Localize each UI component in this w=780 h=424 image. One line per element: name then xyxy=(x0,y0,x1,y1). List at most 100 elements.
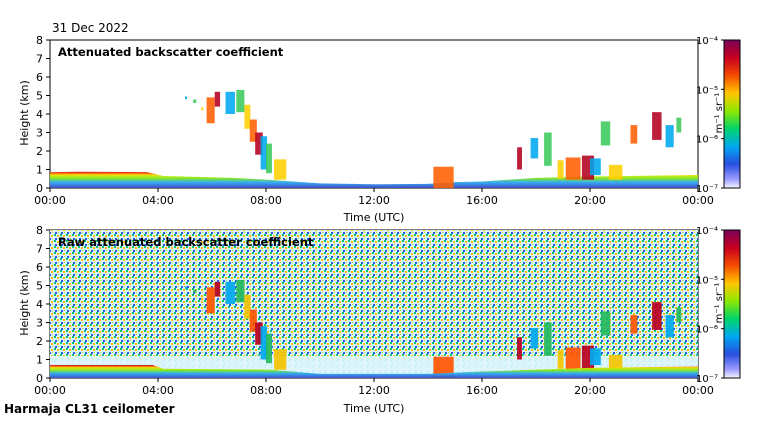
x-tick-label: 16:00 xyxy=(466,194,498,207)
top-plot-data xyxy=(50,89,698,188)
x-tick-label: 04:00 xyxy=(142,194,174,207)
raw-cloud-mark xyxy=(630,315,638,334)
raw-surface-layer-band xyxy=(50,365,698,378)
y-tick-label: 6 xyxy=(36,71,43,84)
bottom-x-axis-label: Time (UTC) xyxy=(343,402,405,415)
raw-cloud-mark xyxy=(274,349,287,370)
bottom-plot-data xyxy=(50,230,698,378)
colorbar-tick-label: 10⁻⁶ xyxy=(696,325,718,336)
y-tick-label: 5 xyxy=(36,280,43,293)
raw-cloud-mark xyxy=(544,322,552,356)
raw-cloud-mark xyxy=(260,326,268,360)
raw-cloud-mark xyxy=(201,297,204,301)
cloud-mark xyxy=(214,91,221,107)
raw-cloud-mark xyxy=(676,307,682,323)
y-tick-label: 2 xyxy=(36,335,43,348)
bottom-plot-title: Raw attenuated backscatter coefficient xyxy=(58,235,314,249)
date-label: 31 Dec 2022 xyxy=(52,21,129,35)
cloud-mark xyxy=(652,112,662,140)
cloud-mark xyxy=(600,121,611,146)
bottom-colorbar-label: m⁻¹ sr⁻¹ xyxy=(714,283,725,324)
cloud-mark xyxy=(517,147,522,170)
raw-cloud-mark xyxy=(255,322,263,345)
raw-cloud-mark xyxy=(225,281,235,304)
cloud-mark xyxy=(565,157,581,180)
top-x-axis-label: Time (UTC) xyxy=(343,211,405,224)
raw-cloud-mark xyxy=(249,309,257,332)
raw-cloud-mark xyxy=(266,333,272,364)
y-tick-label: 3 xyxy=(36,127,43,140)
x-tick-label: 00:00 xyxy=(682,194,714,207)
colorbar-tick-label: 10⁻⁶ xyxy=(696,135,718,146)
raw-cloud-mark xyxy=(590,348,601,366)
raw-cloud-mark xyxy=(206,287,215,314)
raw-cloud-mark xyxy=(652,302,662,330)
cloud-mark xyxy=(244,104,251,129)
x-tick-label: 08:00 xyxy=(250,194,282,207)
cloud-mark xyxy=(530,138,539,159)
top-colorbar: m⁻¹ sr⁻¹ xyxy=(714,39,741,189)
raw-cloud-mark xyxy=(214,281,221,297)
y-tick-label: 7 xyxy=(36,243,43,256)
cloud-mark xyxy=(185,96,187,100)
x-tick-label: 00:00 xyxy=(34,194,66,207)
y-tick-label: 0 xyxy=(36,182,43,195)
y-tick-label: 8 xyxy=(36,224,43,237)
footer-label: Harmaja CL31 ceilometer xyxy=(4,402,175,416)
cloud-mark xyxy=(201,107,204,111)
bottom-y-axis-label: Height (km) xyxy=(18,270,31,336)
cloud-mark xyxy=(557,160,564,179)
cloud-mark xyxy=(608,164,623,180)
y-tick-label: 4 xyxy=(36,108,43,121)
cloud-mark xyxy=(630,125,638,144)
top-colorbar-label: m⁻¹ sr⁻¹ xyxy=(714,93,725,134)
cloud-mark xyxy=(225,91,235,114)
x-tick-label: 20:00 xyxy=(574,194,606,207)
raw-cloud-mark xyxy=(565,347,581,370)
top-panel: Attenuated backscatter coefficient Time … xyxy=(18,34,741,224)
cloud-mark xyxy=(274,159,287,180)
x-tick-label: 00:00 xyxy=(34,384,66,397)
raw-cloud-mark xyxy=(530,328,539,349)
top-axis-ticks: 0 1 2 3 4 5 6 7 8 00:00 04:00 08:00 12:00 16:00 20:00 0… xyxy=(34,34,724,207)
y-tick-label: 2 xyxy=(36,145,43,158)
x-tick-label: 12:00 xyxy=(358,194,390,207)
x-tick-label: 08:00 xyxy=(250,384,282,397)
raw-cloud-mark xyxy=(608,354,623,370)
raw-cloud-mark xyxy=(244,294,251,319)
raw-cloud-mark xyxy=(557,350,564,369)
raw-cloud-mark xyxy=(600,311,611,336)
x-tick-label: 00:00 xyxy=(682,384,714,397)
cloud-mark xyxy=(665,125,674,148)
colorbar-tick-label: 10⁻⁴ xyxy=(696,226,718,237)
raw-cloud-mark xyxy=(236,279,245,303)
colorbar-tick-label: 10⁻⁵ xyxy=(696,85,718,96)
y-tick-label: 7 xyxy=(36,53,43,66)
x-tick-label: 20:00 xyxy=(574,384,606,397)
cloud-mark xyxy=(260,136,268,170)
cloud-mark xyxy=(193,99,197,103)
cloud-mark xyxy=(255,132,263,155)
cloud-mark xyxy=(206,97,215,124)
cloud-mark xyxy=(590,158,601,176)
x-tick-label: 16:00 xyxy=(466,384,498,397)
bottom-colorbar: m⁻¹ sr⁻¹ xyxy=(714,229,741,379)
y-tick-label: 3 xyxy=(36,317,43,330)
bottom-axis-ticks: 0 1 2 3 4 5 6 7 8 00:00 04:00 08:00 12:00 16:00 20:00 0… xyxy=(34,224,724,397)
colorbar-tick-label: 10⁻⁷ xyxy=(696,374,718,385)
cloud-mark xyxy=(676,117,682,133)
y-tick-label: 6 xyxy=(36,261,43,274)
y-tick-label: 0 xyxy=(36,372,43,385)
raw-cloud-mark xyxy=(517,337,522,360)
x-tick-label: 04:00 xyxy=(142,384,174,397)
raw-cloud-mark xyxy=(185,286,187,290)
colorbar-tick-label: 10⁻⁷ xyxy=(696,184,718,195)
raw-cloud-mark xyxy=(193,289,197,293)
y-tick-label: 5 xyxy=(36,90,43,103)
x-tick-label: 12:00 xyxy=(358,384,390,397)
top-y-axis-label: Height (km) xyxy=(18,80,31,146)
bottom-panel: Raw attenuated backscatter coefficient T… xyxy=(18,224,741,415)
y-tick-label: 4 xyxy=(36,298,43,311)
cloud-mark xyxy=(544,132,552,166)
